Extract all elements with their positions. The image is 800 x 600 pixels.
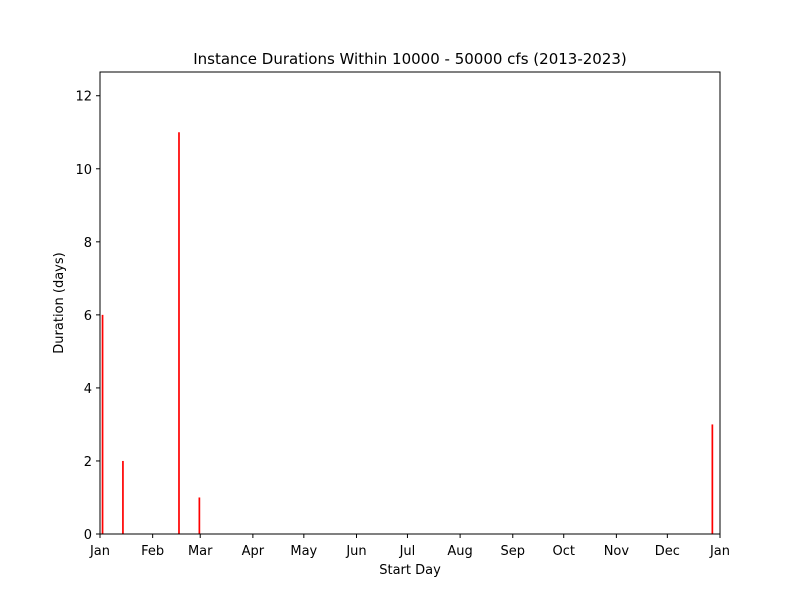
y-tick-label: 4 — [84, 382, 92, 397]
y-tick-label: 10 — [75, 163, 92, 178]
bar — [178, 132, 180, 534]
x-tick-label: Jun — [345, 544, 366, 559]
x-tick-label: May — [290, 544, 317, 559]
plot-frame — [99, 71, 721, 535]
bar — [711, 424, 714, 534]
x-tick-label: Jan — [89, 544, 110, 559]
x-tick-label: Mar — [188, 544, 213, 559]
y-axis-label: Duration (days) — [52, 252, 67, 353]
x-ticks: Jan Feb Mar Apr May Jun Jul Aug Sep Oct Nov Dec Jan — [89, 534, 730, 559]
bar — [122, 460, 124, 534]
chart-title: Instance Durations Within 10000 - 50000 … — [193, 50, 627, 68]
y-tick-label: 0 — [84, 528, 92, 543]
x-tick-label: Oct — [552, 544, 574, 559]
x-tick-label: Nov — [604, 544, 630, 559]
bars-group — [101, 132, 714, 534]
y-tick-label: 8 — [84, 236, 92, 251]
x-tick-label: Dec — [655, 544, 680, 559]
x-axis-label: Start Day — [379, 563, 441, 578]
y-ticks: 0 2 4 6 8 10 12 — [75, 90, 100, 543]
x-tick-label: Feb — [141, 544, 164, 559]
x-tick-label: Jan — [709, 544, 730, 559]
y-tick-label: 12 — [75, 90, 92, 105]
bar — [198, 497, 201, 534]
bar — [101, 314, 104, 534]
y-tick-label: 2 — [84, 455, 92, 470]
x-tick-label: Jul — [399, 544, 416, 559]
x-tick-label: Apr — [242, 544, 265, 559]
y-tick-label: 6 — [84, 309, 92, 324]
x-tick-label: Aug — [447, 544, 472, 559]
x-tick-label: Sep — [501, 544, 526, 559]
